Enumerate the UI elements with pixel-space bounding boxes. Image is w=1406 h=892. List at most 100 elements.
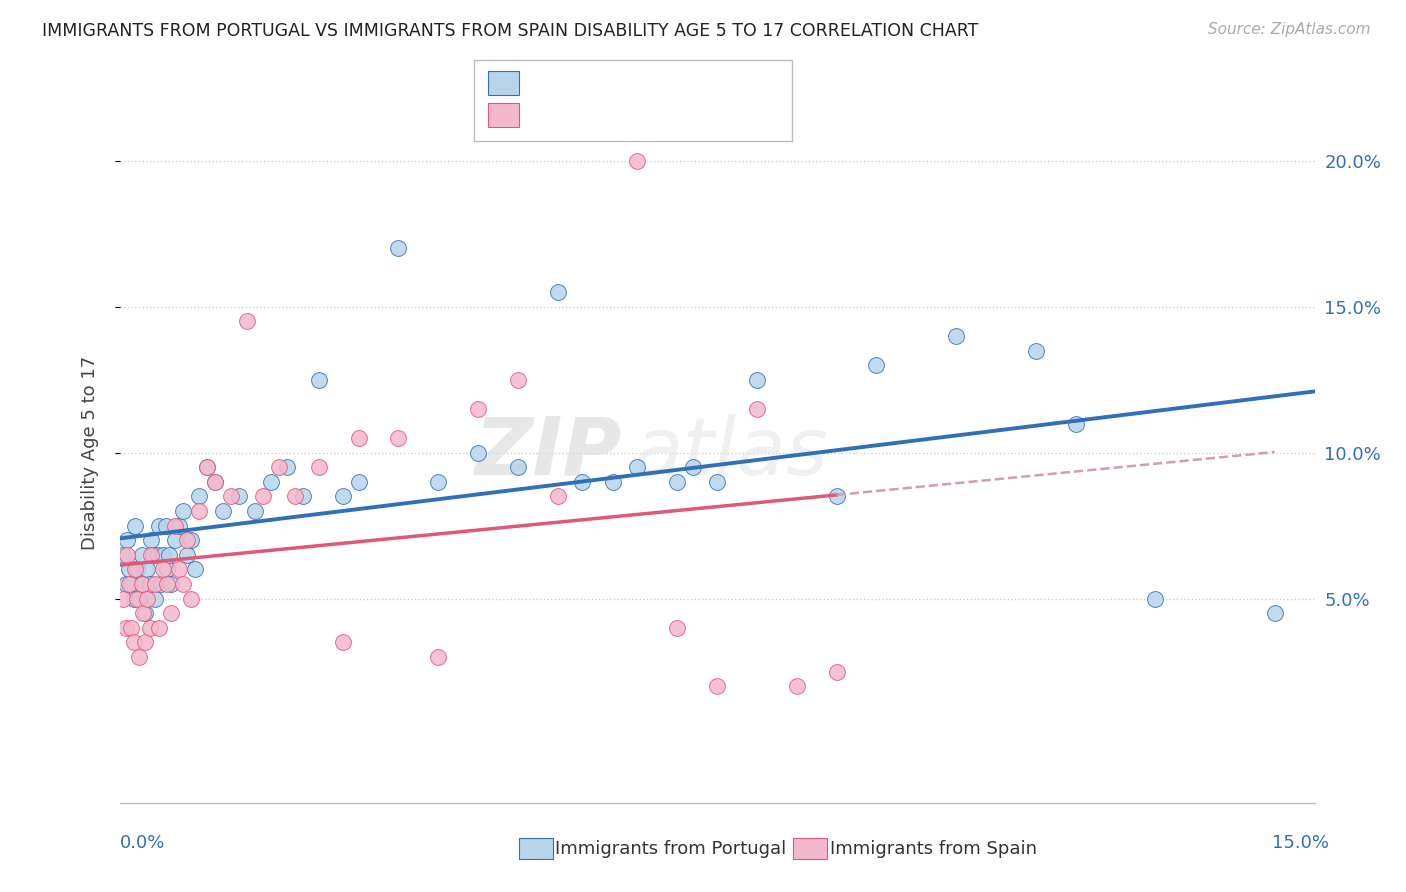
Y-axis label: Disability Age 5 to 17: Disability Age 5 to 17 (80, 356, 98, 549)
Point (156, 577, 179, 591)
Point (252, 490, 274, 504)
Point (152, 548, 174, 562)
Point (165, 533, 187, 548)
Point (128, 649, 150, 664)
Point (112, 591, 135, 606)
Point (136, 591, 159, 606)
Point (706, 475, 728, 489)
Point (131, 577, 153, 591)
Point (149, 577, 172, 591)
Point (1264, 606, 1286, 620)
Point (236, 314, 259, 328)
Point (117, 533, 139, 548)
Point (387, 431, 409, 445)
Point (125, 562, 148, 576)
Point (666, 621, 689, 635)
Point (124, 562, 146, 576)
Point (626, 153, 648, 168)
Point (160, 577, 183, 591)
Point (467, 446, 489, 460)
Point (347, 475, 370, 489)
Point (219, 490, 242, 504)
Point (571, 475, 593, 489)
Point (706, 679, 728, 693)
Point (132, 577, 155, 591)
Point (284, 490, 307, 504)
Point (825, 490, 848, 504)
Point (145, 577, 166, 591)
Point (786, 679, 808, 693)
Point (332, 635, 354, 649)
Point (112, 548, 135, 562)
Text: R = 0.354   N = 62: R = 0.354 N = 62 (524, 73, 689, 91)
Point (156, 562, 179, 576)
Text: Source: ZipAtlas.com: Source: ZipAtlas.com (1208, 22, 1371, 37)
Point (118, 577, 141, 591)
Point (626, 460, 648, 475)
Point (1144, 591, 1167, 606)
Point (169, 562, 191, 576)
Point (865, 358, 887, 372)
Point (128, 591, 150, 606)
Point (666, 475, 689, 489)
Point (195, 460, 218, 475)
Point (745, 373, 768, 387)
Point (124, 518, 146, 533)
Text: atlas: atlas (633, 414, 828, 491)
Point (146, 548, 169, 562)
Text: 15.0%: 15.0% (1271, 834, 1329, 852)
Point (204, 475, 226, 489)
Point (134, 635, 156, 649)
Point (243, 504, 266, 518)
Point (134, 606, 156, 620)
Point (945, 329, 967, 343)
Point (148, 621, 170, 635)
Point (180, 591, 202, 606)
Point (139, 577, 162, 591)
Point (1064, 417, 1087, 431)
Point (121, 621, 143, 635)
Point (125, 591, 148, 606)
Point (141, 533, 163, 548)
Point (825, 665, 848, 679)
Point (682, 460, 704, 475)
Text: Immigrants from Portugal: Immigrants from Portugal (555, 840, 786, 858)
Point (145, 591, 166, 606)
Point (139, 621, 162, 635)
Text: 0.0%: 0.0% (120, 834, 165, 852)
Point (547, 285, 569, 300)
Point (332, 490, 354, 504)
Point (152, 562, 174, 576)
Point (467, 401, 489, 416)
Point (506, 460, 529, 475)
Point (115, 621, 138, 635)
Point (188, 490, 211, 504)
Point (184, 562, 207, 576)
Point (427, 649, 450, 664)
Point (142, 548, 165, 562)
Point (308, 373, 330, 387)
Point (204, 475, 226, 489)
Point (132, 606, 155, 620)
Point (148, 518, 170, 533)
Text: ZIP: ZIP (474, 414, 621, 491)
Point (547, 490, 569, 504)
Point (427, 475, 450, 489)
Text: IMMIGRANTS FROM PORTUGAL VS IMMIGRANTS FROM SPAIN DISABILITY AGE 5 TO 17 CORRELA: IMMIGRANTS FROM PORTUGAL VS IMMIGRANTS F… (42, 22, 979, 40)
Point (291, 490, 314, 504)
Point (308, 460, 330, 475)
Point (172, 577, 194, 591)
Point (169, 518, 191, 533)
Point (195, 460, 218, 475)
Point (160, 606, 183, 620)
Point (267, 460, 290, 475)
Point (172, 504, 194, 518)
Point (176, 548, 198, 562)
Text: Immigrants from Spain: Immigrants from Spain (830, 840, 1036, 858)
Point (122, 591, 145, 606)
Point (745, 401, 768, 416)
Point (176, 533, 198, 548)
Point (387, 242, 409, 256)
Point (180, 533, 202, 548)
Point (155, 518, 177, 533)
